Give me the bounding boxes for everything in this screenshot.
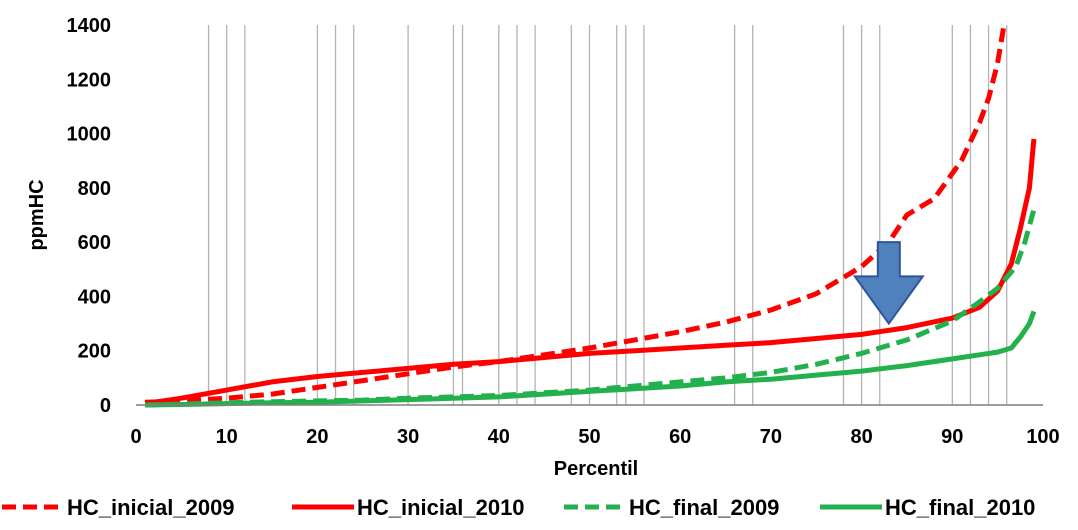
x-tick-label: 60 [669, 426, 691, 448]
x-tick-label: 0 [130, 426, 141, 448]
x-tick-label: 50 [578, 426, 600, 448]
x-tick-label: 20 [306, 426, 328, 448]
vertical-gridlines [207, 25, 1008, 405]
x-tick-label: 90 [941, 426, 963, 448]
legend-label: HC_final_2009 [629, 495, 779, 520]
x-tick-label: 10 [216, 426, 238, 448]
y-tick-label: 600 [78, 232, 111, 254]
series-line-HC_final_2010 [145, 310, 1037, 408]
y-tick-label: 1400 [67, 15, 112, 37]
series-line-HC_final_2009 [145, 208, 1037, 408]
annotation-layer [852, 241, 925, 326]
y-tick-label: 1200 [67, 69, 112, 91]
legend-label: HC_inicial_2009 [67, 495, 235, 520]
series-line-HC_inicial_2009 [145, 24, 1007, 405]
x-tick-label: 40 [488, 426, 510, 448]
y-tick-label: 1000 [67, 124, 112, 146]
series-lines [144, 24, 1037, 408]
legend: HC_inicial_2009 HC_inicial_2010 HC_final_2… [2, 495, 1035, 520]
y-tick-label: 800 [78, 178, 111, 200]
x-tick-label: 70 [760, 426, 782, 448]
down-arrow-annotation [852, 241, 925, 326]
y-tick-label: 400 [78, 286, 111, 308]
legend-label: HC_inicial_2010 [357, 495, 525, 520]
x-tick-label: 30 [397, 426, 419, 448]
y-tick-label: 200 [78, 341, 111, 363]
x-tick-label: 80 [850, 426, 872, 448]
y-axis-title: ppmHC [26, 179, 48, 250]
y-tick-label: 0 [100, 395, 111, 417]
x-axis-title: Percentil [554, 458, 638, 480]
x-tick-label: 100 [1026, 426, 1059, 448]
x-axis-tick-labels: 0 10 20 30 40 50 60 70 80 90 100 [130, 426, 1059, 448]
y-axis-tick-labels: 0 200 400 600 800 1000 1200 1400 [67, 15, 112, 417]
legend-label: HC_final_2010 [885, 495, 1035, 520]
